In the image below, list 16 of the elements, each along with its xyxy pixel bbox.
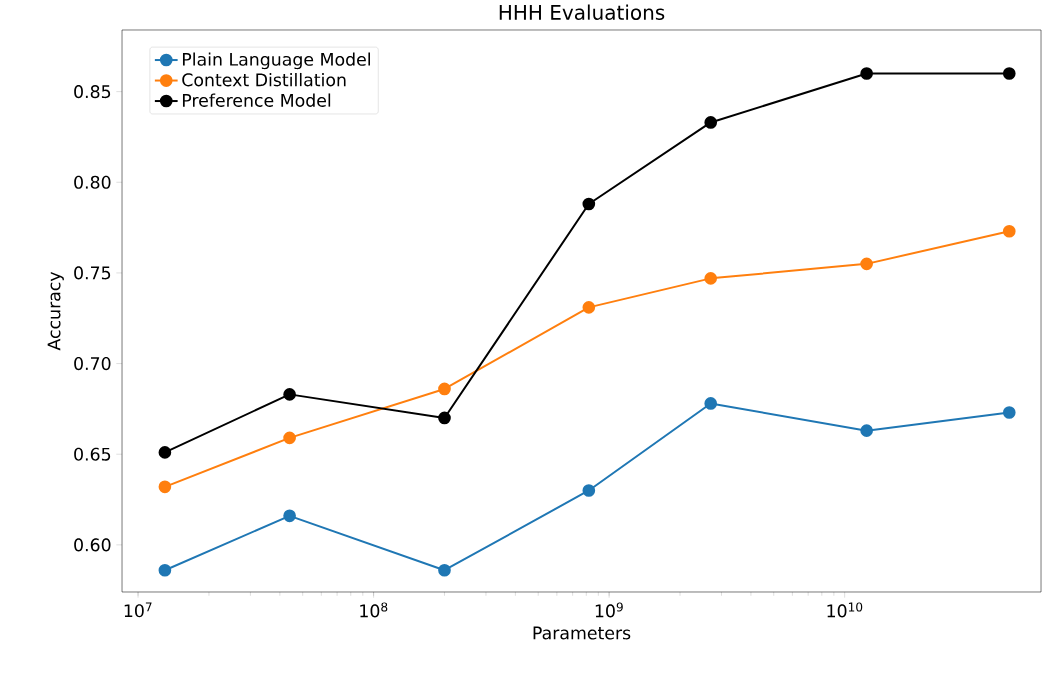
x-tick-label: 10$^{7}$ bbox=[124, 602, 152, 618]
legend-label: Preference Model bbox=[182, 93, 331, 107]
x-tick-label: 10$^{9}$ bbox=[595, 602, 623, 618]
x-tick-label: 10$^{8}$ bbox=[360, 602, 388, 618]
y-axis-title: Accuracy bbox=[47, 271, 64, 351]
legend-label: Context Distillation bbox=[182, 72, 346, 87]
y-tick-label: 0.60 bbox=[74, 538, 111, 552]
legend-label: Plain Language Model bbox=[182, 52, 370, 70]
y-tick-label: 0.80 bbox=[74, 175, 111, 189]
x-tick-label: 10$^{10}$ bbox=[827, 602, 863, 618]
y-tick-label: 0.75 bbox=[74, 266, 111, 280]
chart-title: HHH Evaluations bbox=[499, 4, 665, 20]
y-tick-label: 0.70 bbox=[74, 357, 111, 371]
y-tick-label: 0.85 bbox=[74, 85, 111, 99]
y-tick-label: 0.65 bbox=[74, 447, 111, 461]
x-axis-title: Parameters bbox=[533, 626, 631, 640]
